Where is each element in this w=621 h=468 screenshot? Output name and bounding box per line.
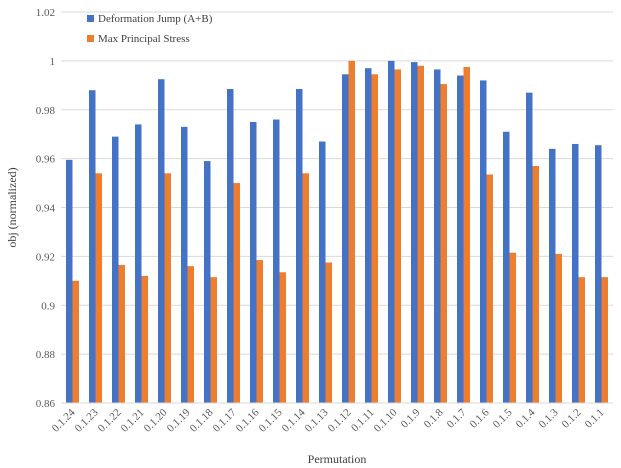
bar-deformation-jump bbox=[112, 136, 119, 403]
x-tick-label: 0.1.22 bbox=[96, 407, 124, 435]
legend: Deformation Jump (A+B) Max Principal Stre… bbox=[87, 13, 213, 45]
bar-max-principal-stress bbox=[302, 173, 309, 403]
bar-deformation-jump bbox=[457, 75, 464, 403]
legend-label: Deformation Jump (A+B) bbox=[98, 13, 213, 25]
y-tick-label: 1.02 bbox=[36, 7, 55, 19]
x-tick-label: 0.1.14 bbox=[280, 406, 308, 434]
x-tick-label: 0.1.12 bbox=[326, 407, 354, 435]
x-tick-label: 0.1.7 bbox=[445, 406, 469, 430]
bar-max-principal-stress bbox=[164, 173, 171, 403]
bar-deformation-jump bbox=[158, 79, 165, 403]
bar-deformation-jump bbox=[204, 161, 211, 403]
bar-max-principal-stress bbox=[417, 65, 424, 403]
x-tick-label: 0.1.2 bbox=[560, 407, 584, 431]
bar-deformation-jump bbox=[411, 62, 418, 404]
x-tick-label: 0.1.1 bbox=[583, 407, 607, 431]
bar-deformation-jump bbox=[388, 60, 395, 403]
x-tick-label: 0.1.15 bbox=[257, 406, 285, 434]
bar-max-principal-stress bbox=[532, 165, 539, 403]
x-tick-label: 0.1.21 bbox=[119, 407, 147, 435]
x-tick-label: 0.1.13 bbox=[303, 406, 331, 434]
y-tick-label: 0.88 bbox=[36, 349, 56, 361]
y-tick-label: 0.98 bbox=[36, 105, 56, 117]
x-tick-label: 0.1.20 bbox=[142, 406, 170, 434]
x-tick-label: 0.1.24 bbox=[50, 406, 78, 434]
bar-max-principal-stress bbox=[256, 260, 263, 403]
bar-max-principal-stress bbox=[187, 266, 194, 403]
bar-deformation-jump bbox=[89, 90, 96, 403]
bar-deformation-jump bbox=[66, 159, 73, 403]
bar-max-principal-stress bbox=[210, 277, 217, 403]
bar-max-principal-stress bbox=[463, 66, 470, 403]
x-tick-label: 0.1.4 bbox=[514, 406, 538, 430]
x-axis-ticks: 0.1.240.1.230.1.220.1.210.1.200.1.190.1.… bbox=[50, 406, 607, 434]
y-tick-label: 0.9 bbox=[41, 300, 55, 312]
gridlines bbox=[61, 11, 613, 355]
bar-deformation-jump bbox=[273, 119, 280, 404]
bar-series-group bbox=[66, 60, 608, 404]
bar-deformation-jump bbox=[250, 121, 257, 403]
y-axis-ticks: 0.86 0.88 0.9 0.92 0.94 0.96 0.98 1 1.02 bbox=[36, 7, 56, 410]
y-tick-label: 0.92 bbox=[36, 251, 55, 263]
x-tick-label: 0.1.17 bbox=[211, 406, 239, 434]
bar-max-principal-stress bbox=[279, 272, 286, 403]
bar-max-principal-stress bbox=[141, 275, 148, 403]
y-tick-label: 0.96 bbox=[36, 154, 56, 166]
y-tick-label: 0.94 bbox=[36, 203, 56, 215]
legend-swatch bbox=[87, 35, 94, 42]
x-tick-label: 0.1.16 bbox=[234, 406, 262, 434]
y-axis-title: obj (normalized) bbox=[5, 167, 19, 247]
y-tick-label: 0.86 bbox=[36, 398, 56, 410]
bar-max-principal-stress bbox=[601, 277, 608, 403]
legend-swatch bbox=[87, 15, 94, 22]
x-tick-label: 0.1.9 bbox=[399, 406, 423, 430]
bar-max-principal-stress bbox=[348, 60, 355, 403]
x-tick-label: 0.1.23 bbox=[73, 406, 101, 434]
bar-max-principal-stress bbox=[394, 69, 401, 403]
bar-deformation-jump bbox=[480, 80, 487, 404]
x-tick-label: 0.1.18 bbox=[188, 406, 216, 434]
bar-max-principal-stress bbox=[72, 280, 79, 403]
bar-max-principal-stress bbox=[325, 262, 332, 403]
bar-deformation-jump bbox=[572, 143, 579, 403]
bar-deformation-jump bbox=[526, 92, 533, 404]
bar-deformation-jump bbox=[365, 68, 372, 404]
bar-deformation-jump bbox=[595, 145, 602, 403]
bar-deformation-jump bbox=[342, 74, 349, 404]
x-tick-label: 0.1.6 bbox=[468, 406, 492, 430]
x-tick-label: 0.1.5 bbox=[491, 406, 515, 430]
bar-max-principal-stress bbox=[233, 183, 240, 403]
bar-deformation-jump bbox=[181, 126, 188, 403]
bar-deformation-jump bbox=[296, 88, 303, 404]
bar-deformation-jump bbox=[549, 148, 556, 403]
bar-max-principal-stress bbox=[371, 74, 378, 404]
bar-max-principal-stress bbox=[509, 252, 516, 403]
bar-max-principal-stress bbox=[578, 277, 585, 403]
bar-max-principal-stress bbox=[118, 264, 125, 403]
x-tick-label: 0.1.11 bbox=[349, 407, 377, 435]
x-tick-label: 0.1.19 bbox=[165, 406, 193, 434]
bar-deformation-jump bbox=[135, 124, 142, 403]
bar-max-principal-stress bbox=[486, 174, 493, 403]
x-tick-label: 0.1.8 bbox=[422, 406, 446, 430]
x-tick-label: 0.1.10 bbox=[372, 406, 400, 434]
bar-deformation-jump bbox=[434, 69, 441, 403]
bar-deformation-jump bbox=[319, 141, 326, 404]
bar-max-principal-stress bbox=[555, 253, 562, 403]
bar-deformation-jump bbox=[227, 88, 234, 404]
x-tick-label: 0.1.3 bbox=[537, 406, 561, 430]
x-axis-title: Permutation bbox=[308, 452, 367, 466]
y-tick-label: 1 bbox=[50, 56, 56, 68]
bar-deformation-jump bbox=[503, 131, 510, 403]
bar-max-principal-stress bbox=[440, 84, 447, 403]
legend-label: Max Principal Stress bbox=[98, 33, 190, 45]
bar-max-principal-stress bbox=[95, 173, 102, 403]
